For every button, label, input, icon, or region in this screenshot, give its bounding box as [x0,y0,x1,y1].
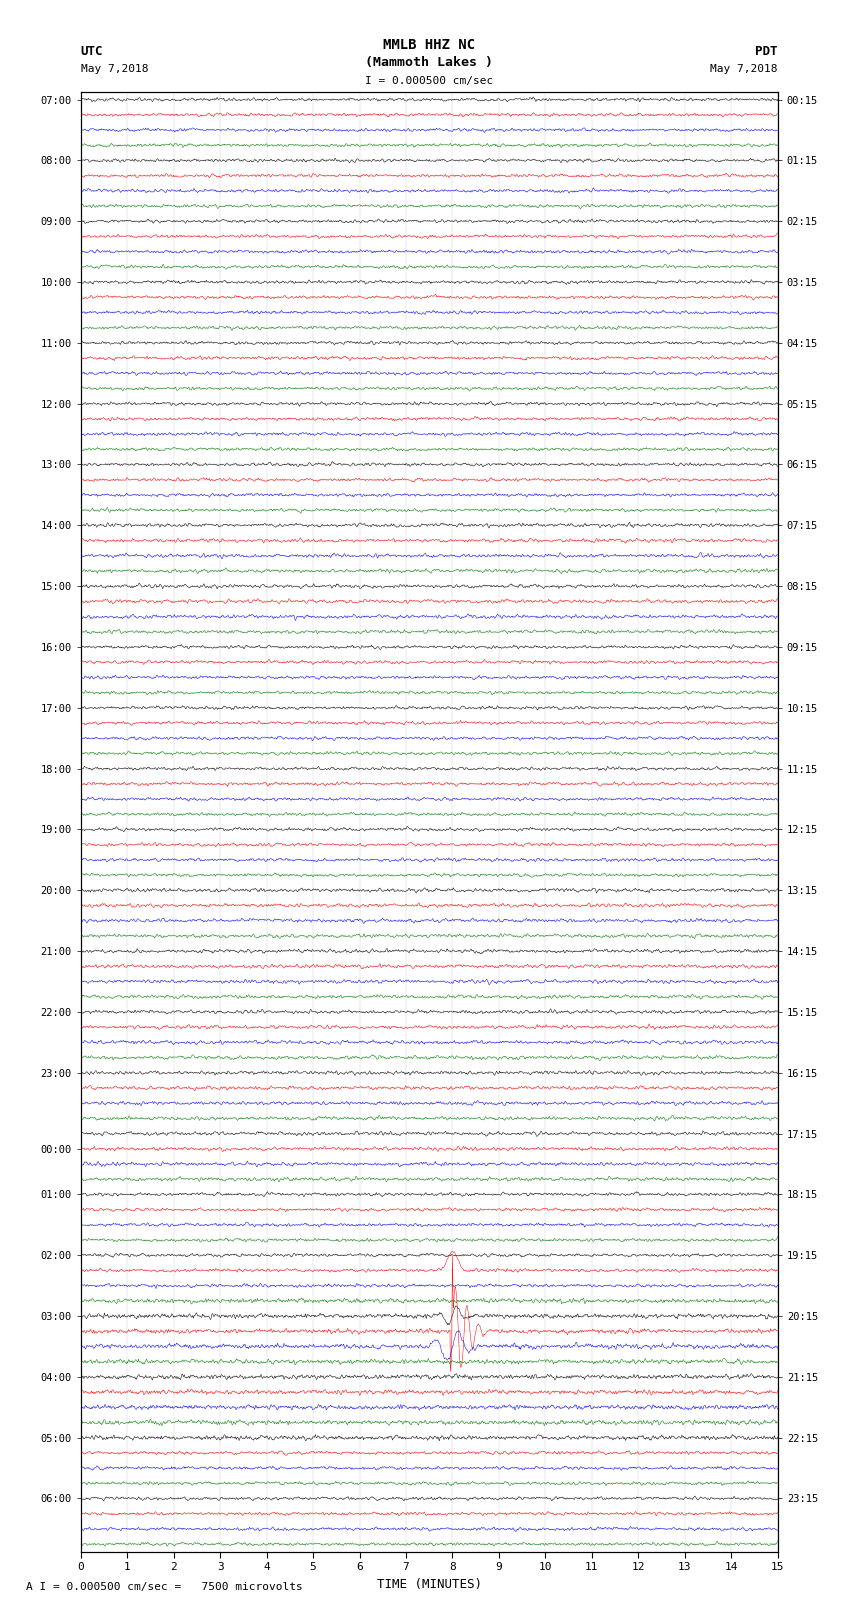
X-axis label: TIME (MINUTES): TIME (MINUTES) [377,1578,482,1590]
Text: UTC: UTC [81,45,103,58]
Text: MMLB HHZ NC: MMLB HHZ NC [383,39,475,52]
Text: (Mammoth Lakes ): (Mammoth Lakes ) [366,56,493,69]
Text: I = 0.000500 cm/sec: I = 0.000500 cm/sec [366,76,493,85]
Text: A I = 0.000500 cm/sec =   7500 microvolts: A I = 0.000500 cm/sec = 7500 microvolts [26,1582,303,1592]
Text: May 7,2018: May 7,2018 [81,65,148,74]
Text: PDT: PDT [756,45,778,58]
Text: May 7,2018: May 7,2018 [711,65,778,74]
